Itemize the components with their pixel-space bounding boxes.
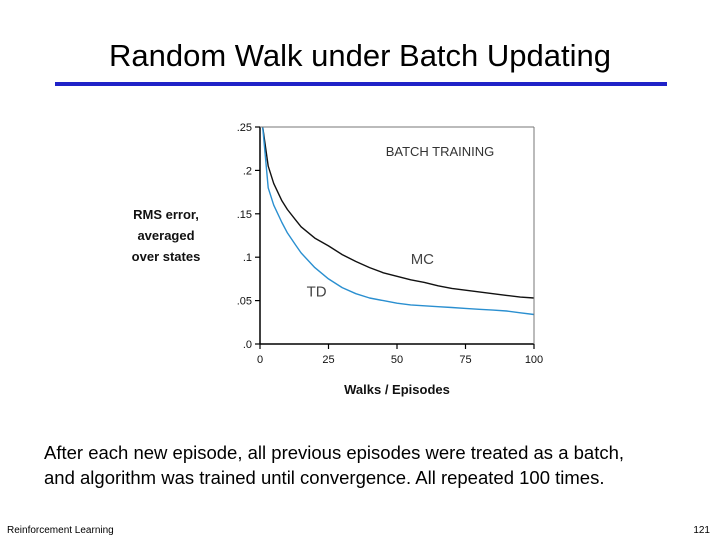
series-td-line [262,126,535,316]
y-axis-label-line: RMS error, [133,207,199,222]
slide-caption: After each new episode, all previous epi… [44,440,684,490]
caption-line-2: and algorithm was trained until converge… [44,467,605,488]
y-tick-label: .05 [237,296,252,308]
x-tick-label: 0 [257,354,263,366]
x-tick-label: 100 [525,354,543,366]
y-axis-label: RMS error, averaged over states [132,207,201,264]
annotation-td: TD [307,283,327,300]
x-tick-label: 75 [459,354,471,366]
y-tick-label: .2 [243,165,252,177]
series-lines [262,126,535,316]
title-divider [55,82,667,86]
caption-line-1: After each new episode, all previous epi… [44,442,625,463]
y-axis-ticks: .0 .05 .1 .15 .2 .25 [237,122,260,351]
footer-page-number: 121 [693,525,710,536]
y-tick-label: .0 [243,339,252,351]
y-tick-label: .1 [243,252,252,264]
series-annotations: MC TD [307,251,435,300]
chart-title: BATCH TRAINING [386,144,495,159]
slide-title: Random Walk under Batch Updating [108,38,611,73]
x-tick-label: 25 [322,354,334,366]
series-mc-line [262,126,535,299]
y-axis-label-line: averaged [137,228,194,243]
y-axis-label-line: over states [132,249,201,264]
y-tick-label: .25 [237,122,252,134]
x-axis-ticks: 0 25 50 75 100 [257,344,543,366]
y-tick-label: .15 [237,209,252,221]
annotation-mc: MC [411,251,434,268]
chart-svg: RMS error, averaged over states .0 .05 .1 .15… [132,122,544,397]
x-tick-label: 50 [391,354,403,366]
x-axis-label: Walks / Episodes [344,382,450,397]
rms-error-chart: RMS error, averaged over states .0 .05 .1 .15… [110,115,560,405]
footer-course-name: Reinforcement Learning [7,525,114,536]
